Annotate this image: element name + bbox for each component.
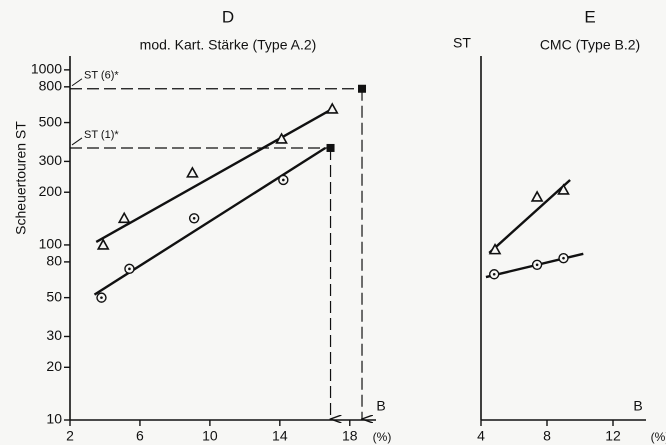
y-tick-label: 1000 [31,61,62,77]
circle-dot [128,267,131,271]
x-tick-label: 18 [342,428,358,444]
fit-line [95,107,333,243]
annotation-leader [71,78,83,87]
chart-subtitle: CMC (Type B.2) [540,37,640,53]
circle-dot [100,296,103,299]
circle-dot [282,178,285,182]
square-point [326,143,335,152]
x-axis-label: (%) [373,430,392,444]
y-tick-label: 200 [39,183,63,199]
axis-letter: B [633,398,642,414]
y-tick-label: 20 [46,358,62,374]
y-tick-label: 80 [46,253,62,269]
circle-dot [535,263,539,267]
triangle-point [186,166,199,178]
y-tick-label: 10 [46,411,62,427]
y-tick-label: 30 [46,327,62,343]
triangle-point [325,102,339,114]
x-tick-label: 6 [136,428,144,444]
y-tick-label: 100 [39,236,63,252]
circle-dot [492,272,496,276]
point-annotation: ST (1)* [84,129,119,141]
y-tick-label: 800 [39,78,63,94]
triangle-point [530,190,544,202]
x-tick-label: 12 [605,428,621,444]
y-tick-label: 300 [39,152,63,168]
square-point [358,84,367,93]
chart-title: E [584,7,595,26]
x-tick-label: 4 [477,428,485,444]
x-tick-label: 14 [272,428,288,444]
x-axis-label: (%) [651,430,666,444]
triangle-point [117,211,131,224]
chart-title: D [222,7,234,26]
triangle-point [275,132,288,144]
y-axis-label: Scheuertouren ST [13,121,29,235]
y-tick-label: 500 [39,113,63,129]
y-axis-label: ST [453,35,471,51]
x-tick-label: 2 [66,428,74,444]
chart-subtitle: mod. Kart. Stärke (Type A.2) [140,37,317,53]
triangle-point [557,183,570,195]
triangle-point [488,242,502,255]
point-annotation: ST (6)* [84,70,119,82]
annotation-leader [71,137,83,146]
x-tick-label: 10 [202,428,218,444]
triangle-point [96,238,110,250]
fit-line [488,179,571,254]
x-tick-label: 8 [543,428,551,444]
circle-dot [562,256,565,260]
y-tick-label: 50 [46,288,62,304]
circle-dot [192,216,196,220]
axis-letter: B [376,398,385,414]
